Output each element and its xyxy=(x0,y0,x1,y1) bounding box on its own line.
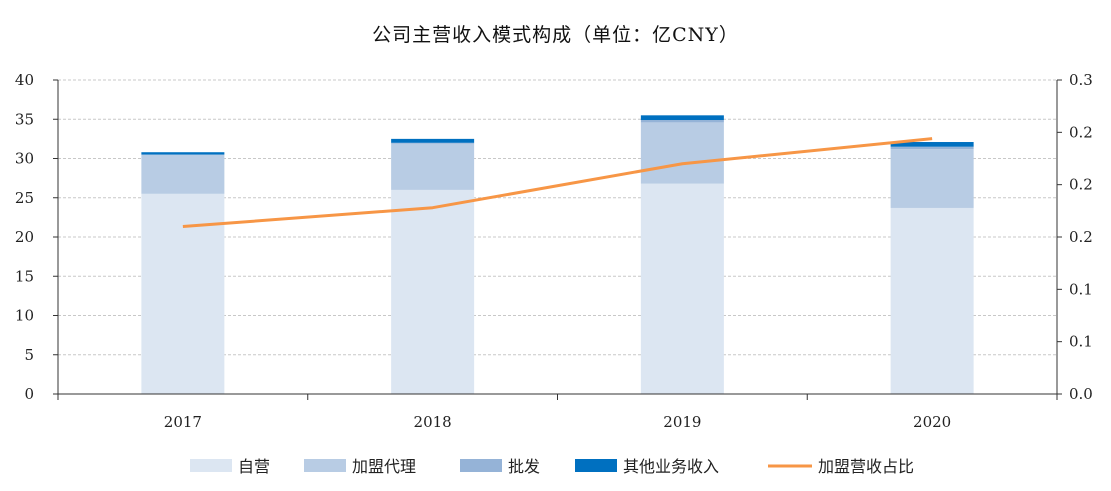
bar-segment xyxy=(640,122,724,184)
bar-segment xyxy=(141,154,225,194)
left-tick-label: 25 xyxy=(15,189,34,207)
left-tick-label: 5 xyxy=(24,346,34,364)
bar-segment xyxy=(391,142,475,144)
bar-segment xyxy=(141,152,225,155)
x-tick-label: 2018 xyxy=(414,413,452,431)
legend: 自营 加盟代理 批发 其他业务收入 加盟营收占比 xyxy=(190,457,914,476)
legend-label: 其他业务收入 xyxy=(623,457,719,476)
right-tick-label: 0.2 xyxy=(1069,228,1093,246)
bar-segment xyxy=(640,120,724,123)
left-tick-label: 40 xyxy=(15,71,34,89)
x-tick-label: 2017 xyxy=(164,413,202,431)
axes: 0 5 10 15 20 25 30 35 40 0.0 0.1 0.1 0.2 0.2 0.2 0.3 201… xyxy=(15,71,1093,431)
bar-segment xyxy=(890,142,974,147)
left-tick-label: 20 xyxy=(15,228,34,246)
x-tick-label: 2020 xyxy=(913,413,951,431)
legend-label: 加盟代理 xyxy=(352,457,416,476)
legend-swatch xyxy=(304,459,346,472)
right-tick-label: 0.3 xyxy=(1069,71,1093,89)
bar-series xyxy=(141,115,974,394)
right-tick-label: 0.2 xyxy=(1069,123,1093,141)
line-path xyxy=(182,137,933,229)
bar-segment xyxy=(640,115,724,121)
bar-segment xyxy=(890,149,974,208)
legend-label: 加盟营收占比 xyxy=(818,457,914,476)
line-series xyxy=(182,137,933,229)
right-tick-label: 0.2 xyxy=(1069,176,1093,194)
left-tick-label: 10 xyxy=(15,307,34,325)
legend-label: 批发 xyxy=(508,457,540,476)
legend-swatch xyxy=(190,459,232,472)
left-tick-label: 15 xyxy=(15,267,34,285)
chart-title: 公司主营收入模式构成（单位：亿CNY） xyxy=(372,24,739,46)
gridlines xyxy=(58,79,1057,356)
right-tick-label: 0.1 xyxy=(1069,333,1093,351)
legend-swatch xyxy=(460,459,502,472)
legend-swatch xyxy=(575,459,617,472)
right-tick-label: 0.1 xyxy=(1069,280,1093,298)
left-tick-label: 30 xyxy=(15,150,34,168)
left-tick-label: 0 xyxy=(24,385,34,403)
bar-segment xyxy=(391,143,475,190)
bar-segment xyxy=(141,193,225,394)
bar-segment xyxy=(391,189,475,394)
bar-segment xyxy=(890,207,974,394)
bar-segment xyxy=(890,146,974,150)
bar-segment xyxy=(640,183,724,394)
bar-segment xyxy=(391,138,475,143)
right-tick-label: 0.0 xyxy=(1069,385,1093,403)
legend-label: 自营 xyxy=(238,457,270,476)
x-tick-label: 2019 xyxy=(663,413,701,431)
left-tick-label: 35 xyxy=(15,110,34,128)
